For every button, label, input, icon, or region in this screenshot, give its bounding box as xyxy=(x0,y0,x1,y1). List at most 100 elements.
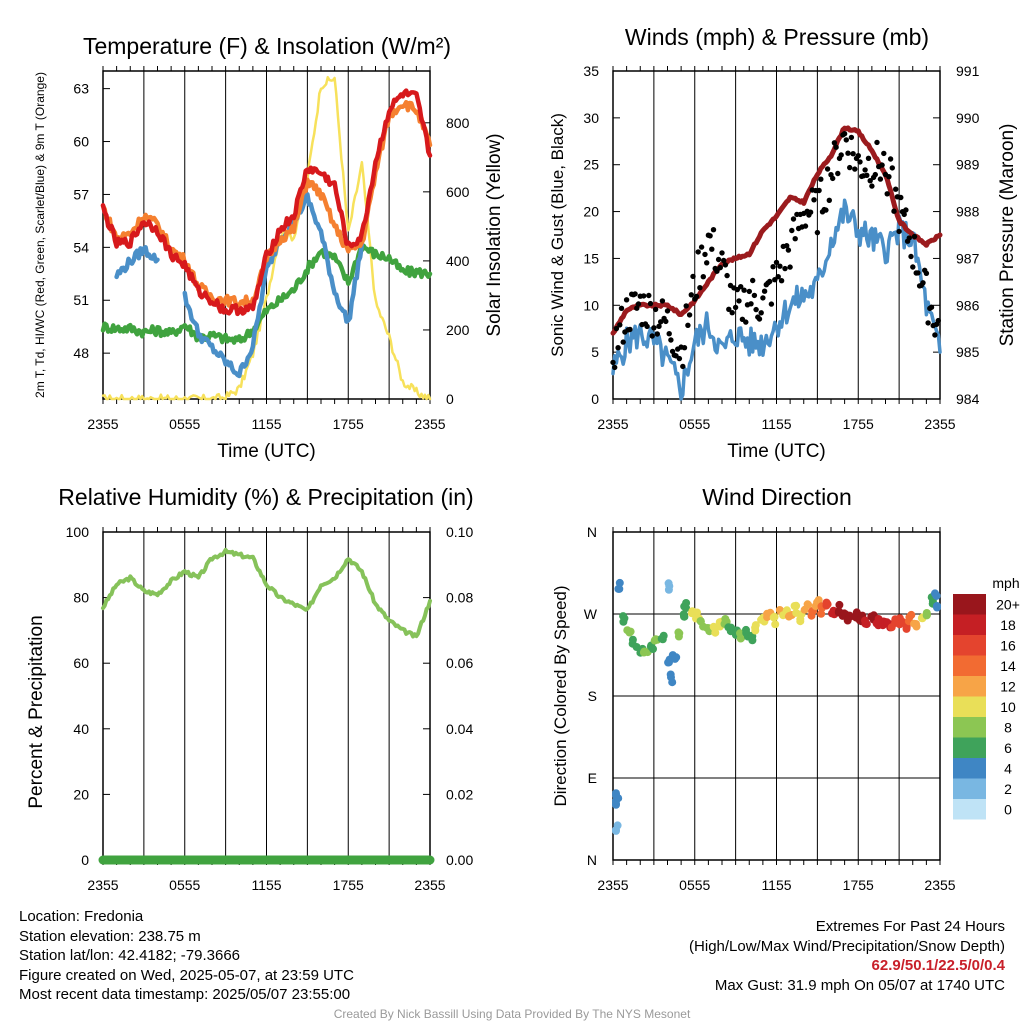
gust-point xyxy=(618,305,625,311)
y-tick-label: 40 xyxy=(73,721,89,737)
x-tick-label: 0555 xyxy=(169,877,200,893)
direction-point xyxy=(933,602,941,610)
gust-point xyxy=(811,197,817,203)
gust-point xyxy=(893,186,899,192)
x-tick-label: 2355 xyxy=(414,416,445,432)
y-tick-label: 0 xyxy=(81,852,89,868)
gust-point xyxy=(886,174,892,180)
gust-point xyxy=(632,291,638,297)
direction-point xyxy=(932,591,941,600)
extremes-values: 62.9/50.1/22.5/0/0.4 xyxy=(871,957,1005,974)
y-right-tick-label: 0.00 xyxy=(446,852,473,868)
gust-point xyxy=(775,274,781,280)
direction-point xyxy=(696,617,705,626)
y-right-tick-label: 988 xyxy=(956,204,980,220)
colorbar-label: 20+ xyxy=(996,596,1020,612)
gust-point xyxy=(932,332,938,338)
y-tick-label: 54 xyxy=(73,239,89,255)
x-tick-label: 2355 xyxy=(924,877,955,893)
gust-point xyxy=(818,176,824,182)
gust-point xyxy=(925,320,931,326)
direction-point xyxy=(804,600,813,609)
gust-point xyxy=(777,263,783,269)
direction-point xyxy=(898,617,907,626)
gust-point xyxy=(649,333,655,339)
panel-title: Relative Humidity (%) & Precipitation (i… xyxy=(58,484,473,510)
y-axis-label: Direction (Colored By Speed) xyxy=(551,585,570,806)
y-right-axis-label: Solar Insolation (Yellow) xyxy=(484,133,505,336)
x-tick-label: 1155 xyxy=(761,877,791,893)
gust-point xyxy=(872,171,878,178)
direction-point xyxy=(790,602,799,610)
gust-point xyxy=(830,175,836,182)
x-tick-label: 1755 xyxy=(843,877,874,893)
direction-point xyxy=(651,635,660,644)
gust-point xyxy=(901,211,907,218)
gust-point xyxy=(923,270,930,276)
direction-point xyxy=(770,612,779,621)
extremes-title: Extremes For Past 24 Hours xyxy=(815,918,1005,935)
colorbar-swatch xyxy=(953,614,986,635)
gust-point xyxy=(676,355,683,362)
direction-point xyxy=(664,579,673,588)
gust-point xyxy=(664,308,671,314)
gust-point xyxy=(778,278,785,284)
colorbar-swatch xyxy=(953,717,986,738)
gust-point xyxy=(784,243,790,249)
gust-point xyxy=(869,183,875,189)
panel-4: 2355 0555 1155 1755 2355 Wind Direction N E S W N D… xyxy=(551,484,1020,893)
direction-point xyxy=(785,612,794,620)
gust-point xyxy=(635,301,642,307)
gust-point xyxy=(802,223,809,229)
y-tick-label: 0 xyxy=(591,391,599,407)
gust-point xyxy=(736,298,742,304)
gust-point xyxy=(647,300,654,307)
y-tick-label: 35 xyxy=(583,63,599,79)
gust-point xyxy=(751,292,758,299)
y-right-axis-label: Station Pressure (Maroon) xyxy=(997,124,1018,347)
gust-point xyxy=(816,187,822,194)
colorbar-label: 2 xyxy=(1004,781,1012,797)
gust-point xyxy=(717,264,723,271)
y-tick-label: 60 xyxy=(73,655,89,671)
colorbar-swatch xyxy=(953,676,986,697)
y-tick-label: 48 xyxy=(73,345,89,361)
direction-point xyxy=(671,654,679,663)
gust-point xyxy=(700,274,706,280)
gust-point xyxy=(659,298,666,304)
colorbar-label: 12 xyxy=(1000,678,1016,694)
colorbar-label: 0 xyxy=(1004,801,1012,817)
y-right-tick-label: 0.04 xyxy=(446,721,473,737)
gust-point xyxy=(848,134,855,141)
gust-point xyxy=(656,323,662,329)
gust-point xyxy=(612,364,618,371)
gust-point xyxy=(767,278,773,285)
gust-point xyxy=(686,312,693,318)
x-tick-label: 2355 xyxy=(924,416,955,432)
x-tick-label: 0555 xyxy=(679,877,710,893)
x-tick-label: 2355 xyxy=(414,877,445,893)
y-tick-label: 15 xyxy=(583,250,599,266)
gust-point xyxy=(644,323,650,330)
direction-point xyxy=(620,614,629,623)
y-tick-label: S xyxy=(588,688,597,704)
gust-point xyxy=(726,306,732,312)
direction-point xyxy=(861,616,869,625)
colorbar-swatch xyxy=(953,696,986,717)
panel-1: 2355 0555 1155 1755 2355 Temperature (F) & In… xyxy=(33,33,505,462)
gust-point xyxy=(620,339,626,345)
gust-point xyxy=(690,273,696,280)
gust-point xyxy=(789,227,795,234)
gust-point xyxy=(707,233,713,239)
gust-point xyxy=(709,246,715,252)
direction-point xyxy=(771,620,780,629)
x-tick-label: 2355 xyxy=(597,877,628,893)
gust-point xyxy=(874,139,880,146)
x-tick-label: 1155 xyxy=(761,416,791,432)
gust-point xyxy=(627,326,633,333)
gust-point xyxy=(693,293,700,300)
x-axis-label: Time (UTC) xyxy=(217,441,316,462)
gust-point xyxy=(729,310,735,316)
gust-point xyxy=(906,235,912,241)
x-tick-label: 2355 xyxy=(87,416,118,432)
